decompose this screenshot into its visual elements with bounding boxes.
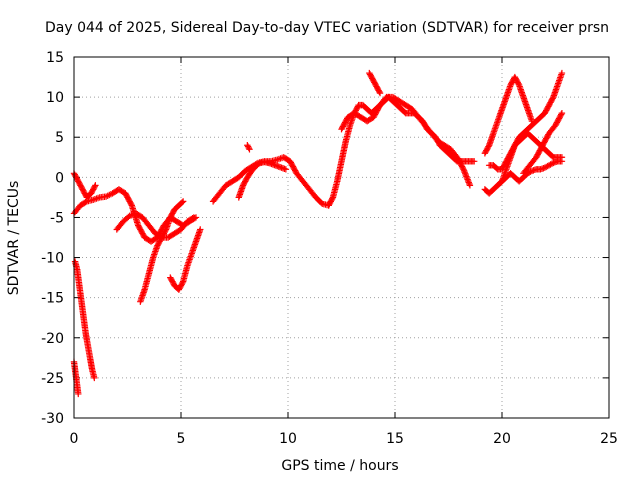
series-sat-q [481,73,536,157]
data-point [178,199,186,206]
data-point [515,80,522,87]
data-point [179,279,186,287]
data-point [485,143,492,150]
tick-layer: 0 5 10 15 20 25 -30 -25 -20 -15 -10 -5 0 5 10 15 [41,50,618,447]
y-tick-label: -15 [41,291,64,307]
x-tick-label: 20 [493,431,511,447]
data-point [189,215,196,222]
data-point [82,199,89,206]
x-axis-label: GPS time / hours [281,458,398,474]
plot-frame [73,56,610,419]
y-tick-label: -5 [50,210,64,226]
data-point [558,109,566,117]
data-point [179,198,187,205]
chart-title: Day 044 of 2025, Sidereal Day-to-day VTE… [45,20,609,36]
data-point [528,117,536,125]
y-axis-label: SDTVAR / TECUs [6,181,22,296]
data-points-layer [70,69,566,398]
series-sat-j [244,142,253,153]
y-tick-label: 15 [46,50,64,66]
y-tick-label: -30 [41,411,64,427]
data-point [466,182,474,189]
x-tick-label: 25 [600,431,618,447]
series-sat-p [494,69,566,189]
x-tick-label: 15 [386,431,404,447]
data-point [92,182,99,189]
data-point [376,88,383,95]
data-point [157,233,164,240]
data-point [548,160,556,167]
series-sat-n [481,158,566,197]
data-point [558,154,566,161]
data-point [470,158,478,165]
data-point [245,144,252,152]
series-sat-l [338,93,474,189]
data-point [75,390,82,398]
series-sat-i [235,158,290,201]
series-sat-m [366,69,384,97]
data-point [282,166,290,173]
series-sat-f [113,210,198,241]
y-tick-label: -20 [41,331,64,347]
series-sat-b [71,258,98,382]
y-tick-label: 10 [46,90,64,106]
x-tick-label: 5 [177,431,186,447]
data-point [558,69,566,77]
series-sat-g [167,226,204,293]
data-point [527,168,534,175]
y-tick-label: 5 [55,130,64,146]
data-point [558,111,565,118]
data-point [459,164,466,172]
data-point [255,160,262,168]
data-point [91,183,98,190]
data-point [127,200,135,208]
data-point [91,374,98,382]
data-point [549,95,556,102]
series-sat-r [520,109,566,177]
data-point [190,214,198,221]
data-point [376,89,384,97]
series-sat-e [137,198,187,305]
data-point [246,146,253,153]
x-tick-label: 0 [70,431,79,447]
y-tick-label: -25 [41,371,64,387]
y-tick-label: 0 [55,170,64,186]
data-point [197,226,204,233]
data-point [329,195,336,202]
data-point [162,227,169,235]
y-tick-label: -10 [41,251,64,267]
x-tick-label: 10 [279,431,297,447]
